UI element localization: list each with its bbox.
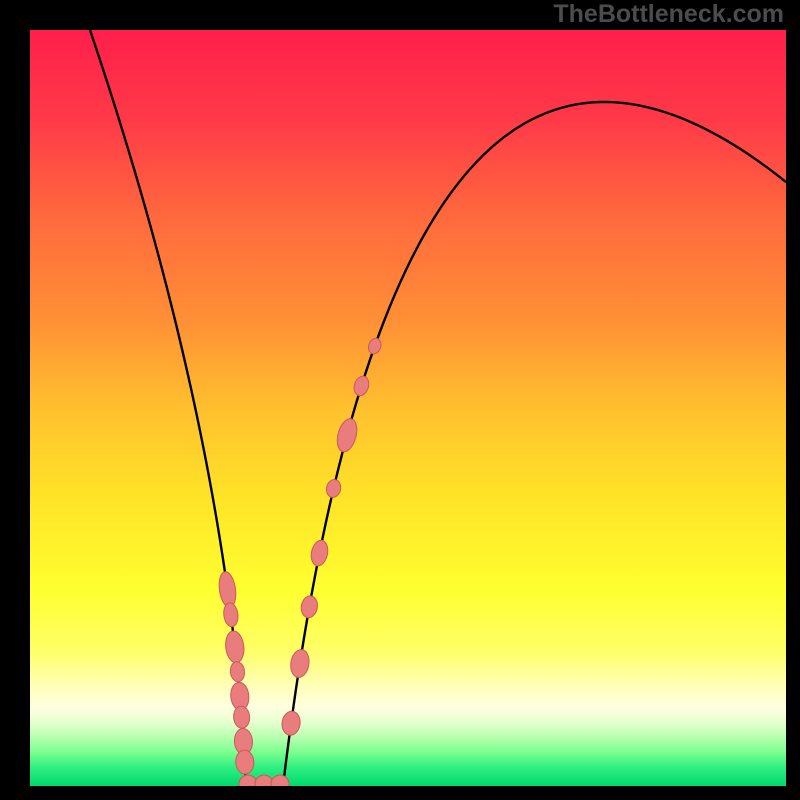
data-point-bead <box>239 775 257 793</box>
data-point-bead <box>255 775 273 793</box>
chart-frame: TheBottleneck.com <box>0 0 800 800</box>
data-point-bead <box>271 775 289 793</box>
gradient-background <box>30 30 786 786</box>
bottleneck-curve-chart <box>0 0 800 800</box>
